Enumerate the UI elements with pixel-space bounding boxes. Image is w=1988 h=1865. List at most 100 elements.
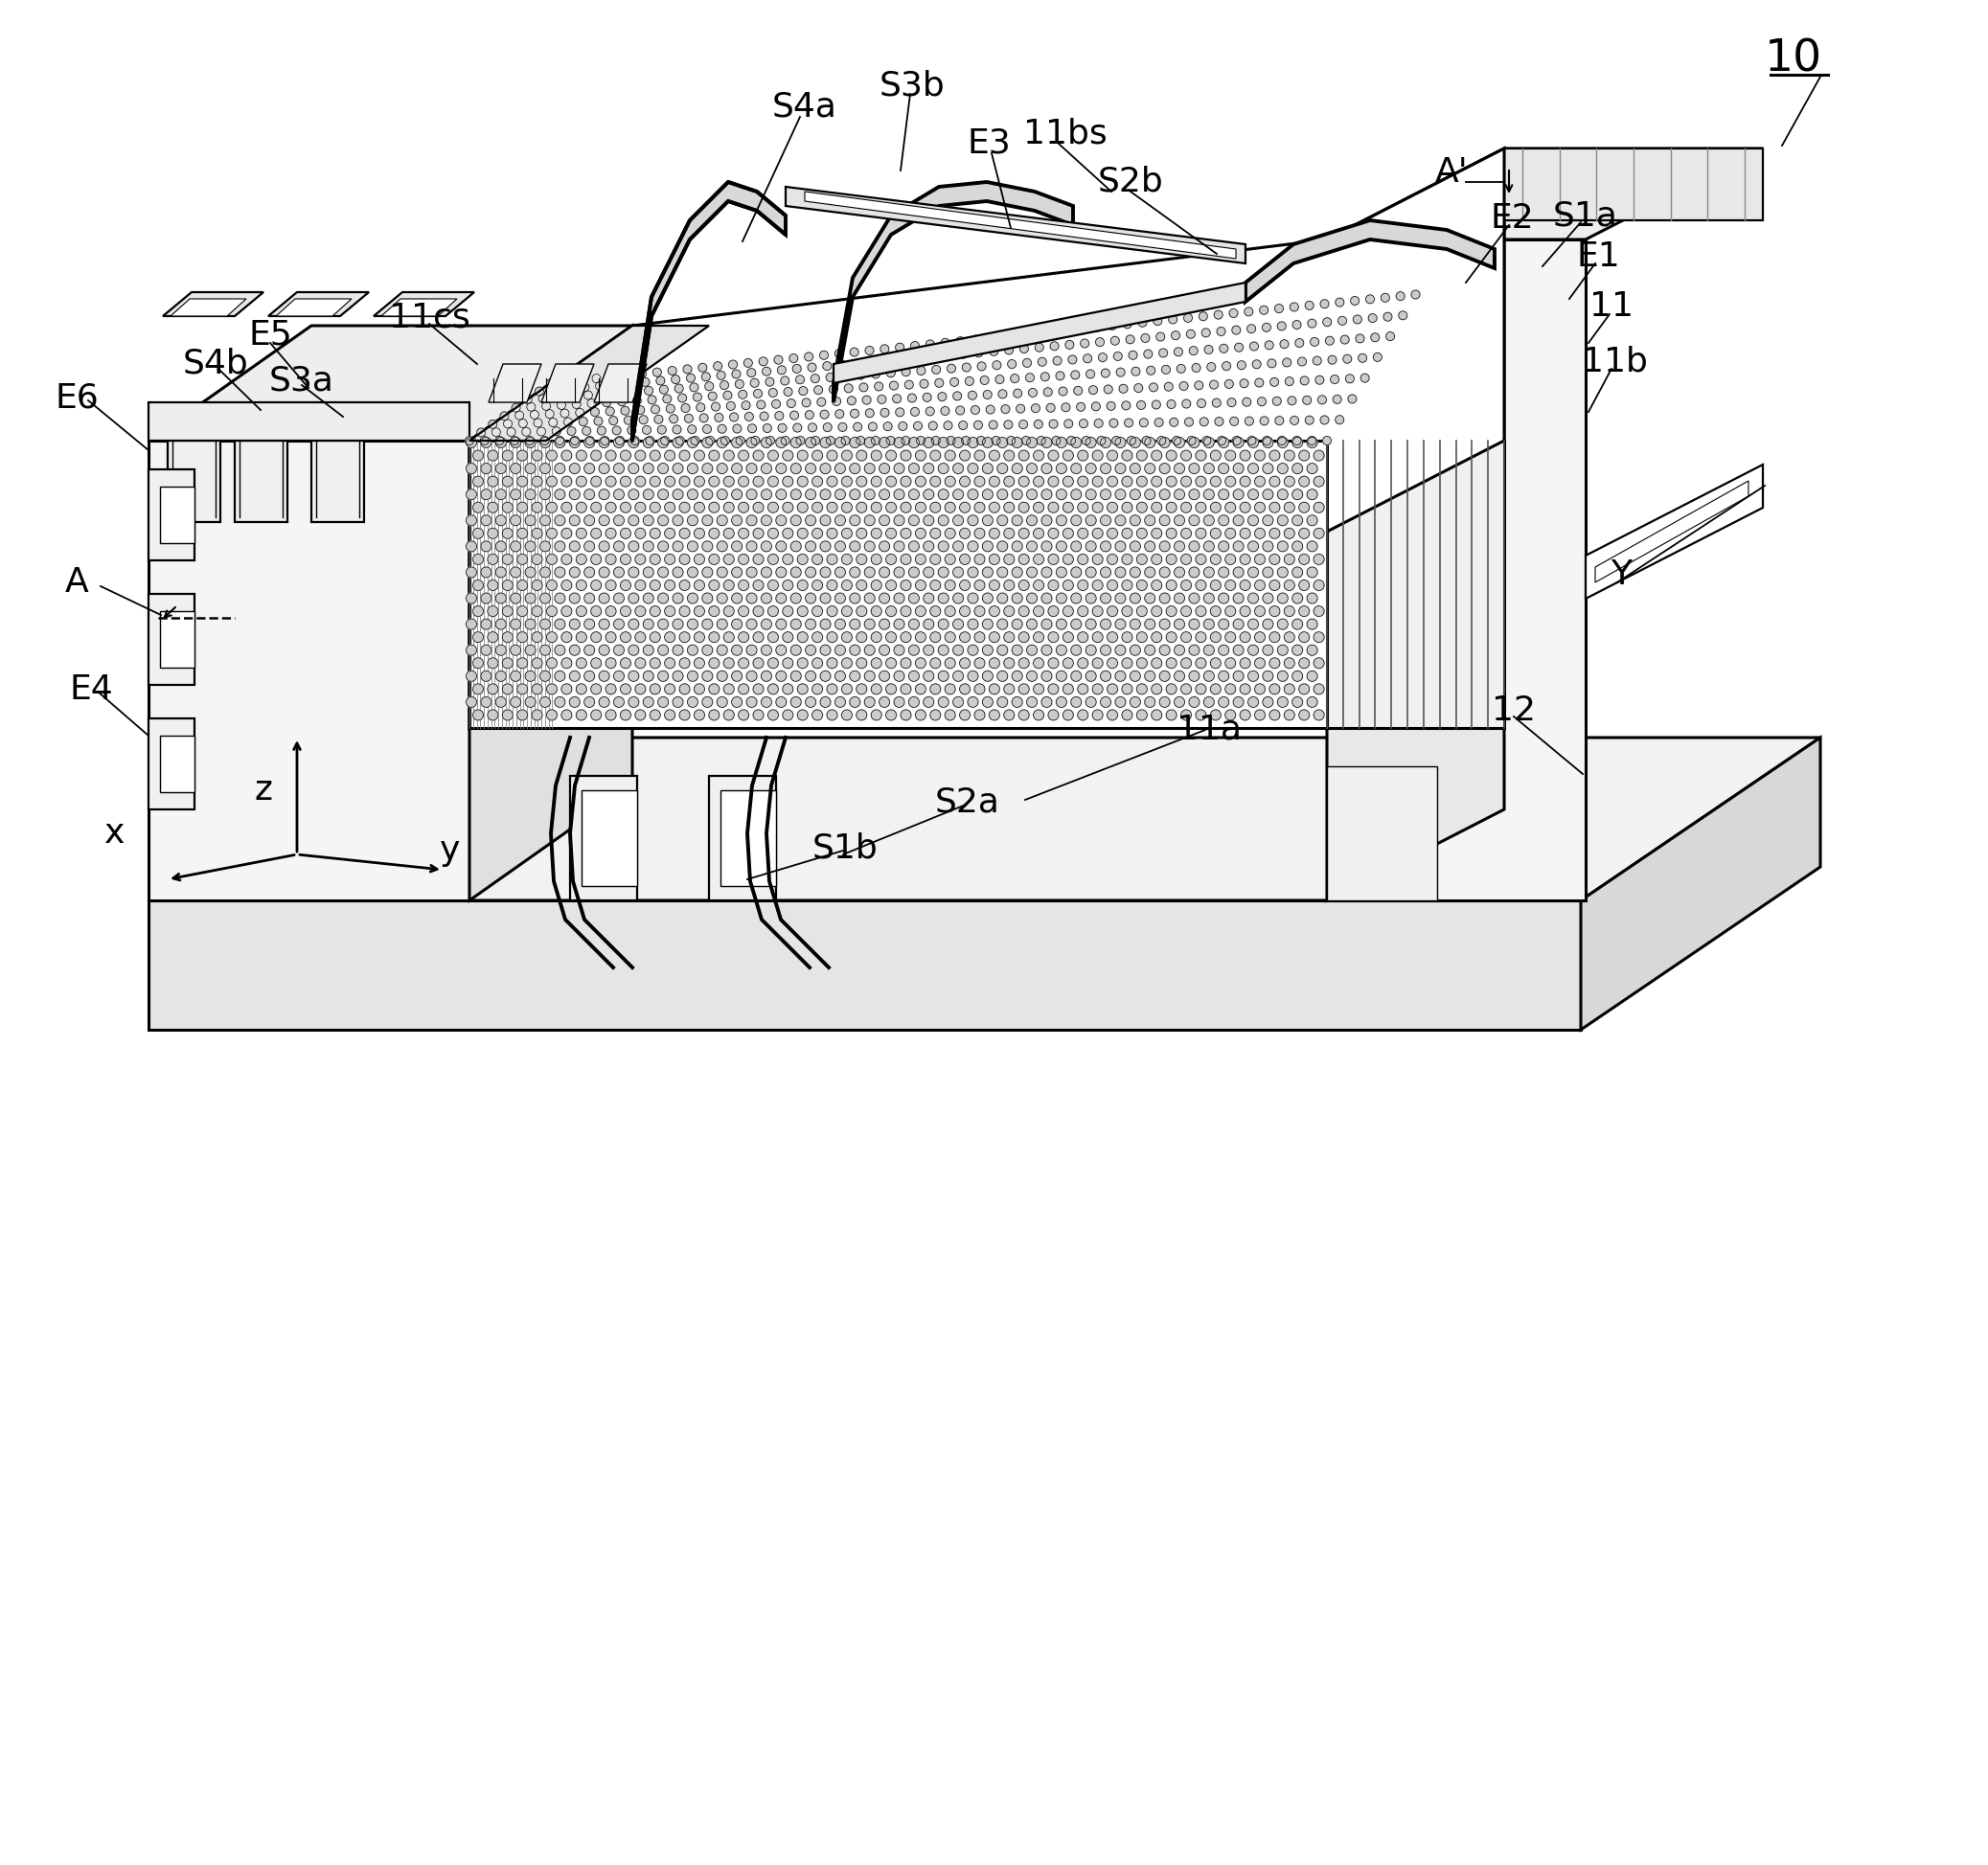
Circle shape — [628, 515, 638, 526]
Circle shape — [1346, 375, 1354, 382]
Circle shape — [761, 489, 771, 500]
Circle shape — [1077, 684, 1087, 694]
Circle shape — [922, 593, 934, 604]
Circle shape — [1211, 528, 1221, 539]
Circle shape — [938, 671, 948, 681]
Circle shape — [1149, 382, 1157, 392]
Circle shape — [1233, 489, 1244, 500]
Circle shape — [944, 476, 956, 487]
Circle shape — [813, 386, 823, 394]
Circle shape — [1077, 711, 1087, 720]
Circle shape — [982, 463, 992, 474]
Circle shape — [738, 658, 749, 668]
Circle shape — [1004, 476, 1014, 487]
Circle shape — [952, 436, 964, 448]
Circle shape — [634, 476, 646, 487]
Circle shape — [533, 449, 543, 461]
Circle shape — [1219, 489, 1229, 500]
Circle shape — [1151, 580, 1161, 591]
Circle shape — [823, 423, 831, 431]
Circle shape — [1280, 339, 1288, 349]
Circle shape — [938, 392, 946, 401]
Circle shape — [1032, 328, 1040, 338]
Circle shape — [555, 567, 565, 578]
Circle shape — [1115, 489, 1125, 500]
Circle shape — [1366, 295, 1374, 304]
Circle shape — [1223, 362, 1231, 371]
Circle shape — [525, 515, 535, 526]
Circle shape — [1400, 311, 1408, 319]
Circle shape — [746, 698, 757, 707]
Circle shape — [998, 593, 1008, 604]
Circle shape — [805, 515, 815, 526]
Circle shape — [914, 580, 926, 591]
Circle shape — [553, 394, 563, 401]
Circle shape — [577, 606, 586, 617]
Circle shape — [916, 436, 924, 446]
Circle shape — [620, 449, 630, 461]
Circle shape — [642, 619, 654, 630]
Circle shape — [998, 515, 1008, 526]
Circle shape — [1219, 567, 1229, 578]
Circle shape — [602, 397, 610, 407]
Circle shape — [887, 606, 897, 617]
Circle shape — [811, 375, 819, 382]
Circle shape — [682, 403, 690, 412]
Circle shape — [507, 427, 515, 436]
Circle shape — [1306, 436, 1318, 448]
Circle shape — [909, 671, 918, 681]
Circle shape — [781, 377, 789, 384]
Circle shape — [1298, 606, 1310, 617]
Circle shape — [523, 395, 533, 405]
Circle shape — [1020, 345, 1028, 352]
Circle shape — [732, 463, 742, 474]
Circle shape — [598, 619, 610, 630]
Circle shape — [660, 386, 668, 394]
Circle shape — [871, 528, 881, 539]
Circle shape — [1091, 684, 1103, 694]
Circle shape — [1125, 418, 1133, 427]
Circle shape — [1034, 658, 1044, 668]
Circle shape — [646, 436, 654, 446]
Circle shape — [1175, 645, 1185, 655]
Circle shape — [1284, 580, 1294, 591]
Circle shape — [465, 436, 473, 446]
Circle shape — [825, 373, 835, 382]
Circle shape — [817, 397, 825, 407]
Circle shape — [1233, 671, 1244, 681]
Circle shape — [1145, 541, 1155, 552]
Circle shape — [841, 580, 853, 591]
Circle shape — [736, 436, 746, 446]
Circle shape — [998, 671, 1008, 681]
Circle shape — [797, 528, 807, 539]
Circle shape — [1137, 632, 1147, 642]
Circle shape — [1183, 399, 1191, 408]
Circle shape — [1115, 593, 1125, 604]
Circle shape — [901, 658, 911, 668]
Circle shape — [710, 476, 720, 487]
Circle shape — [658, 515, 668, 526]
Circle shape — [1101, 645, 1111, 655]
Circle shape — [1225, 606, 1237, 617]
Circle shape — [944, 711, 956, 720]
Circle shape — [777, 423, 787, 433]
Circle shape — [573, 399, 580, 408]
Circle shape — [938, 619, 948, 630]
Circle shape — [1181, 580, 1191, 591]
Circle shape — [718, 515, 728, 526]
Circle shape — [1072, 541, 1081, 552]
Circle shape — [584, 515, 594, 526]
Circle shape — [960, 476, 970, 487]
Circle shape — [511, 567, 521, 578]
Polygon shape — [805, 192, 1237, 259]
Circle shape — [1085, 698, 1095, 707]
Circle shape — [1012, 671, 1022, 681]
Circle shape — [914, 606, 926, 617]
Circle shape — [1181, 554, 1191, 565]
Circle shape — [664, 580, 676, 591]
Circle shape — [1157, 436, 1165, 446]
Circle shape — [875, 382, 883, 392]
Circle shape — [1121, 502, 1133, 513]
Circle shape — [732, 489, 742, 500]
Circle shape — [1085, 541, 1095, 552]
